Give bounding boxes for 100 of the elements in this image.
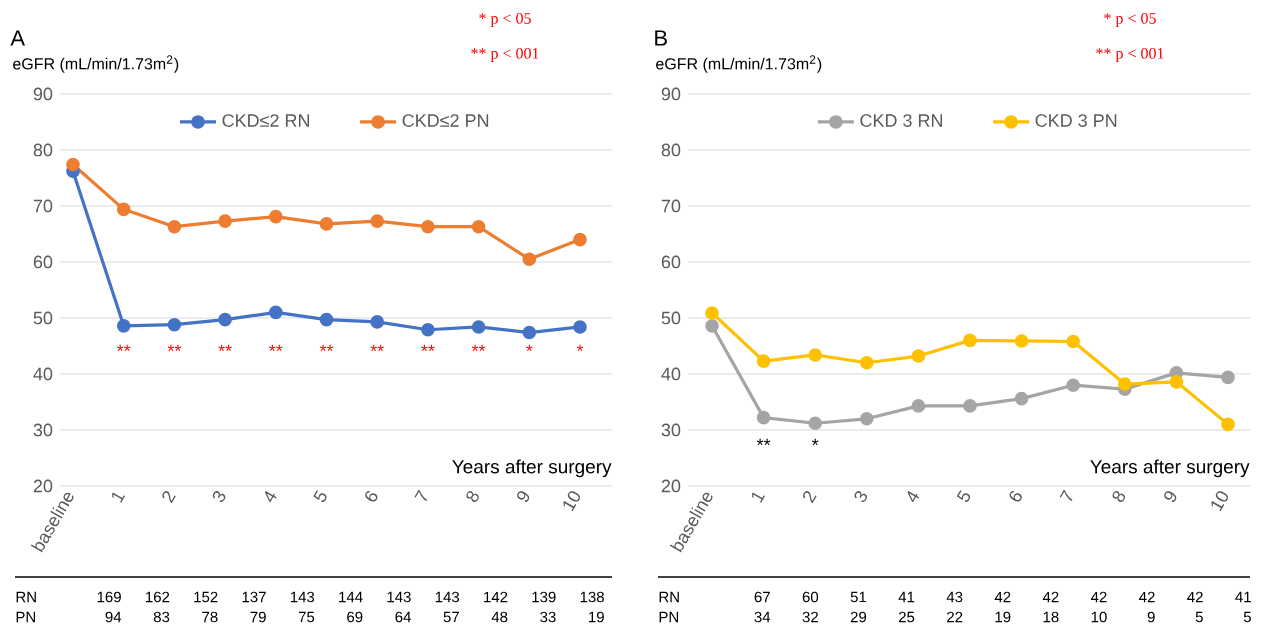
y-tick-label: 20 <box>661 479 681 493</box>
chart-title: B <box>655 30 667 46</box>
y-tick-label: 50 <box>33 311 53 325</box>
text: ** p < 001 <box>1096 47 1164 63</box>
y-tick-label: 70 <box>33 199 53 213</box>
x-tick-label: 10 <box>1211 491 1229 512</box>
text: 162 <box>146 591 170 603</box>
x-tick-label: 4 <box>264 490 277 503</box>
text: 69 <box>347 611 363 623</box>
x-tick-label: 9 <box>517 491 530 502</box>
annotation: * <box>576 344 584 352</box>
text: 10 <box>1091 611 1107 623</box>
y-tick-label: 40 <box>661 367 681 381</box>
y-axis-title: eGFR (mL/min/1.73m$^{2}$) <box>13 55 179 73</box>
text: 142 <box>484 591 508 603</box>
text: 138 <box>580 591 604 603</box>
text: 79 <box>250 611 266 623</box>
annotation: * <box>526 344 533 352</box>
y-tick-label: 90 <box>33 87 53 101</box>
legend-label: CKD 3 RN <box>860 114 943 127</box>
x-axis-title: Years after surgery <box>452 459 612 478</box>
annotation: ** <box>116 344 131 352</box>
text: RN <box>16 591 36 603</box>
text: 48 <box>491 611 508 623</box>
text: 41 <box>898 591 915 603</box>
y-tick-label: 50 <box>661 311 681 325</box>
text: PN <box>659 611 679 623</box>
text: 60 <box>802 591 819 603</box>
text: 67 <box>754 591 770 603</box>
annotation: ** <box>269 344 283 352</box>
text: 42 <box>994 591 1011 603</box>
y-tick-label: 30 <box>33 423 53 437</box>
x-tick-label: 5 <box>956 490 971 503</box>
text: 34 <box>754 611 771 623</box>
text: 42 <box>1139 591 1155 603</box>
text: 139 <box>532 591 556 603</box>
text: 57 <box>443 611 459 623</box>
annotation: ** <box>167 344 182 352</box>
text: 9 <box>1147 611 1155 623</box>
y-tick-label: 70 <box>661 199 681 213</box>
y-tick-label: 20 <box>33 479 53 493</box>
x-tick-label: 2 <box>162 491 176 504</box>
x-tick-label: 7 <box>414 489 428 502</box>
text: * p < 05 <box>479 12 531 28</box>
text: 5 <box>1243 611 1251 623</box>
text: 144 <box>339 591 363 603</box>
x-tick-label: 5 <box>313 490 327 503</box>
annotation: ** <box>370 344 384 352</box>
x-tick-label: 6 <box>1009 491 1022 502</box>
x-tick-label: 8 <box>466 491 479 503</box>
text: 41 <box>1235 591 1251 603</box>
text: 22 <box>947 611 963 623</box>
annotation: ** <box>471 344 486 352</box>
x-tick-label: 4 <box>907 490 920 503</box>
annotation: ** <box>218 344 232 352</box>
text: 143 <box>435 591 460 603</box>
text: 137 <box>242 591 266 603</box>
text: 33 <box>540 611 556 623</box>
text: PN <box>16 611 36 623</box>
text: 42 <box>1090 591 1107 603</box>
text: 64 <box>395 611 411 623</box>
text: 5 <box>1195 611 1203 623</box>
text: 75 <box>298 611 315 623</box>
x-tick-label: 1 <box>112 492 126 503</box>
x-axis-title: Years after surgery <box>1090 459 1250 478</box>
text: 25 <box>898 611 915 623</box>
x-tick-label: 6 <box>365 491 378 502</box>
x-tick-label: 3 <box>854 491 868 503</box>
text: ** p < 001 <box>471 47 539 63</box>
x-tick-label: 7 <box>1059 489 1073 502</box>
text: 51 <box>850 591 867 603</box>
text: 18 <box>1043 611 1059 623</box>
annotation: ** <box>421 344 435 352</box>
legend-label: CKD 3 PN <box>1035 114 1117 127</box>
y-tick-label: 80 <box>661 143 681 157</box>
x-tick-label: 9 <box>1164 491 1177 502</box>
y-axis-title: eGFR (mL/min/1.73m$^{2}$) <box>656 55 822 73</box>
text: 94 <box>105 611 122 623</box>
text: 152 <box>194 591 218 603</box>
text: RN <box>659 591 679 603</box>
x-tick-label: 8 <box>1112 491 1126 503</box>
x-tick-label: 2 <box>803 491 817 504</box>
x-tick-label: 10 <box>563 491 581 512</box>
x-tick-label: 1 <box>752 492 765 503</box>
text: 83 <box>153 611 170 623</box>
chart-title: A <box>10 30 26 46</box>
text: 78 <box>202 611 218 623</box>
y-tick-label: 80 <box>33 143 53 157</box>
text: * p < 05 <box>1104 12 1156 28</box>
text: 29 <box>850 611 867 623</box>
text: 19 <box>589 611 604 623</box>
y-tick-label: 60 <box>661 255 681 269</box>
y-tick-label: 30 <box>661 423 681 437</box>
text: 32 <box>802 611 818 623</box>
y-tick-label: 60 <box>33 255 53 269</box>
x-tick-label: 3 <box>212 491 226 503</box>
annotation: ** <box>756 438 771 446</box>
annotation: ** <box>319 344 334 352</box>
annotation: * <box>811 438 819 446</box>
text: 143 <box>290 591 315 603</box>
